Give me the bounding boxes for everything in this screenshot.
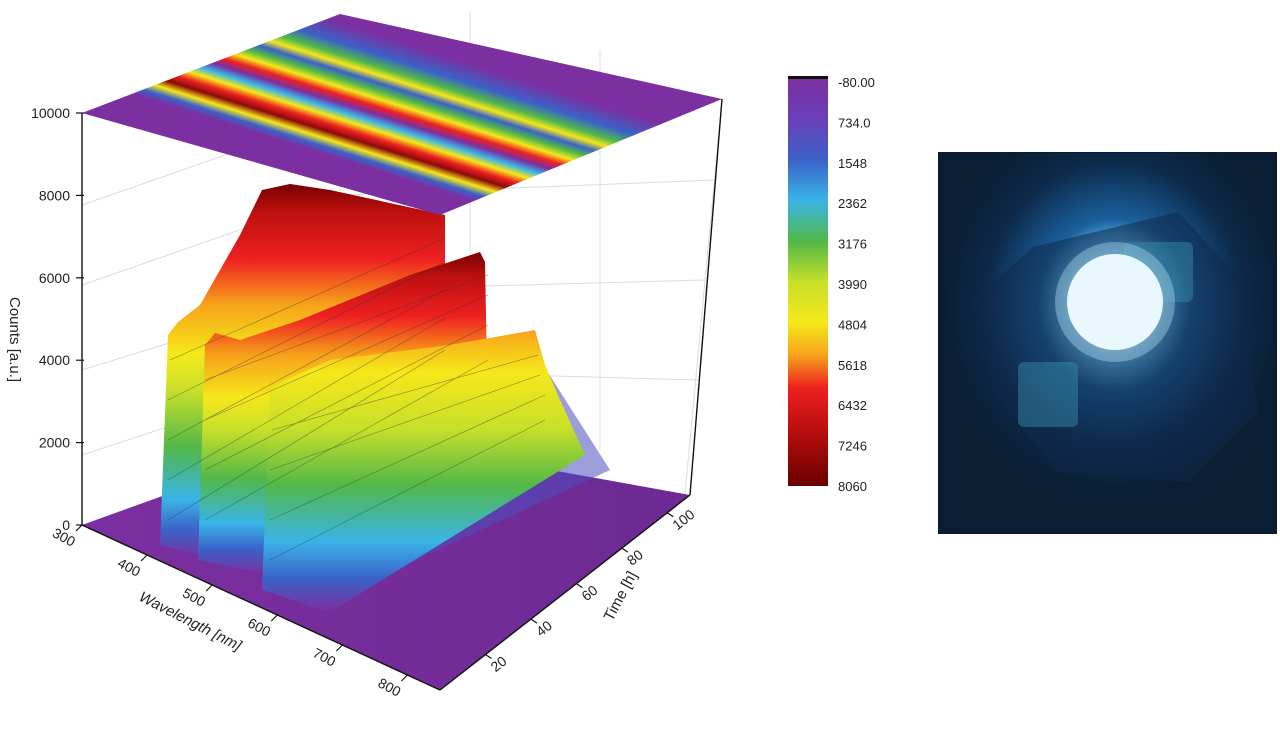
colorbar: -80.00 734.0 1548 2362 3176 3990 4804 5618 6432 7… <box>788 75 875 494</box>
z-tick-label: 0 <box>62 517 70 533</box>
led-photo <box>938 152 1277 534</box>
y-tick-mark <box>485 654 492 660</box>
x-tick-mark <box>335 644 343 652</box>
x-tick-mark <box>140 554 148 562</box>
colorbar-label: 1548 <box>838 156 867 171</box>
x-tick-mark <box>270 614 278 622</box>
x-tick-mark <box>401 674 408 682</box>
x-tick-mark <box>75 524 83 532</box>
colorbar-label: 2362 <box>838 196 867 211</box>
colorbar-label: 3990 <box>838 277 867 292</box>
colorbar-label: 734.0 <box>838 115 871 130</box>
colorbar-label: 3176 <box>838 237 867 252</box>
z-tick-label: 10000 <box>31 105 70 121</box>
x-tick-label: 800 <box>375 675 403 700</box>
x-tick-label: 400 <box>115 555 143 580</box>
colorbar-label: 4804 <box>838 317 867 332</box>
y-tick-label: 20 <box>487 653 509 675</box>
contour-lines <box>167 237 546 561</box>
z-tick-label: 2000 <box>39 435 70 451</box>
z-tick-label: 4000 <box>39 352 70 368</box>
colorbar-label: 8060 <box>838 479 867 494</box>
x-tick-label: 300 <box>50 525 78 550</box>
z-axis-title: Counts [a.u.] <box>6 297 23 382</box>
z-tick-label: 6000 <box>39 270 70 286</box>
y-tick-mark <box>621 547 629 553</box>
x-tick-mark <box>205 584 213 592</box>
y-tick-mark <box>530 618 538 624</box>
z-tick-label: 8000 <box>39 187 70 203</box>
y-tick-label: 100 <box>669 506 697 533</box>
y-tick-mark <box>666 512 674 518</box>
x-tick-label: 500 <box>180 585 208 610</box>
surface-peak-3 <box>262 330 585 612</box>
chart-3d-surface: -80.00 734.0 1548 2362 3176 3990 4804 5618 6432 7… <box>6 12 875 700</box>
y-tick-mark <box>576 583 583 589</box>
colorbar-label: 7246 <box>838 439 867 454</box>
colorbar-label: 5618 <box>838 358 867 373</box>
top-projection <box>82 14 722 215</box>
colorbar-label: -80.00 <box>838 75 875 90</box>
z-axis-ticks: 0 2000 4000 6000 8000 10000 <box>31 105 84 533</box>
colorbar-label: 6432 <box>838 398 867 413</box>
y-axis-title: Time [h] <box>601 569 641 624</box>
axis-box <box>81 98 723 691</box>
y-tick-label: 60 <box>578 582 600 604</box>
x-tick-label: 600 <box>245 615 273 640</box>
y-tick-label: 40 <box>533 617 555 639</box>
y-tick-label: 80 <box>624 546 646 568</box>
x-tick-label: 700 <box>310 645 338 670</box>
